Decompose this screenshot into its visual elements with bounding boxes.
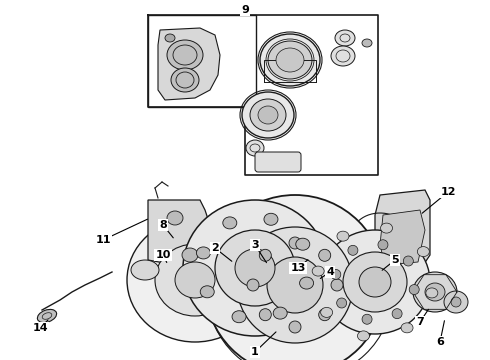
Ellipse shape bbox=[337, 231, 349, 241]
Bar bbox=[148, 15, 256, 107]
Ellipse shape bbox=[232, 311, 246, 323]
Ellipse shape bbox=[318, 309, 331, 321]
Text: 13: 13 bbox=[290, 263, 306, 273]
Ellipse shape bbox=[171, 68, 199, 92]
Polygon shape bbox=[375, 190, 430, 275]
Ellipse shape bbox=[289, 321, 301, 333]
Ellipse shape bbox=[235, 249, 275, 287]
Ellipse shape bbox=[246, 140, 264, 156]
Ellipse shape bbox=[250, 99, 286, 131]
Ellipse shape bbox=[215, 230, 295, 306]
Text: 12: 12 bbox=[440, 187, 456, 197]
Ellipse shape bbox=[167, 40, 203, 70]
Polygon shape bbox=[380, 210, 425, 265]
Ellipse shape bbox=[359, 267, 391, 297]
Ellipse shape bbox=[289, 237, 301, 249]
Ellipse shape bbox=[343, 252, 407, 312]
Ellipse shape bbox=[401, 323, 413, 333]
Ellipse shape bbox=[155, 244, 235, 316]
Text: 10: 10 bbox=[155, 250, 171, 260]
Ellipse shape bbox=[242, 92, 294, 138]
Ellipse shape bbox=[426, 288, 438, 298]
Text: 11: 11 bbox=[95, 235, 111, 245]
Ellipse shape bbox=[331, 269, 341, 279]
Ellipse shape bbox=[331, 46, 355, 66]
Ellipse shape bbox=[247, 279, 259, 291]
Ellipse shape bbox=[413, 272, 457, 312]
Text: 2: 2 bbox=[211, 243, 219, 253]
Ellipse shape bbox=[348, 245, 358, 255]
Ellipse shape bbox=[312, 266, 324, 276]
Ellipse shape bbox=[409, 284, 419, 294]
Ellipse shape bbox=[358, 331, 369, 341]
Ellipse shape bbox=[299, 277, 314, 289]
Polygon shape bbox=[158, 28, 220, 100]
Ellipse shape bbox=[259, 249, 271, 261]
Ellipse shape bbox=[205, 195, 385, 360]
Ellipse shape bbox=[403, 256, 414, 266]
Ellipse shape bbox=[362, 39, 372, 47]
Ellipse shape bbox=[37, 309, 57, 323]
Text: 5: 5 bbox=[391, 255, 399, 265]
Ellipse shape bbox=[276, 48, 304, 72]
Ellipse shape bbox=[196, 247, 210, 259]
Ellipse shape bbox=[381, 223, 392, 233]
Ellipse shape bbox=[183, 200, 327, 336]
Bar bbox=[264, 60, 316, 82]
Ellipse shape bbox=[131, 260, 159, 280]
Text: 4: 4 bbox=[326, 267, 334, 277]
Text: 9: 9 bbox=[241, 5, 249, 15]
Ellipse shape bbox=[223, 217, 237, 229]
Ellipse shape bbox=[392, 309, 402, 319]
Text: 1: 1 bbox=[251, 347, 259, 357]
Ellipse shape bbox=[331, 279, 343, 291]
Ellipse shape bbox=[167, 211, 183, 225]
Ellipse shape bbox=[127, 218, 263, 342]
Ellipse shape bbox=[182, 248, 198, 262]
Ellipse shape bbox=[362, 314, 372, 324]
Text: 3: 3 bbox=[251, 240, 259, 250]
Ellipse shape bbox=[237, 227, 353, 343]
Ellipse shape bbox=[175, 262, 215, 298]
Ellipse shape bbox=[260, 34, 320, 86]
Ellipse shape bbox=[444, 291, 468, 313]
Ellipse shape bbox=[268, 41, 312, 79]
Ellipse shape bbox=[320, 307, 333, 318]
Ellipse shape bbox=[259, 309, 271, 321]
Ellipse shape bbox=[165, 34, 175, 42]
Ellipse shape bbox=[296, 238, 310, 250]
Polygon shape bbox=[148, 200, 210, 278]
Ellipse shape bbox=[378, 240, 388, 250]
Ellipse shape bbox=[425, 283, 445, 301]
Ellipse shape bbox=[318, 249, 331, 261]
Ellipse shape bbox=[320, 230, 430, 334]
Ellipse shape bbox=[264, 213, 278, 225]
Ellipse shape bbox=[258, 106, 278, 124]
Ellipse shape bbox=[267, 257, 323, 313]
Text: 7: 7 bbox=[416, 317, 424, 327]
Ellipse shape bbox=[200, 286, 214, 298]
Text: 14: 14 bbox=[32, 323, 48, 333]
Ellipse shape bbox=[451, 297, 461, 307]
Ellipse shape bbox=[273, 307, 287, 319]
Bar bbox=[298, 247, 316, 257]
Text: 6: 6 bbox=[436, 337, 444, 347]
Ellipse shape bbox=[335, 30, 355, 46]
Text: 8: 8 bbox=[159, 220, 167, 230]
Ellipse shape bbox=[417, 247, 429, 257]
Ellipse shape bbox=[337, 298, 346, 308]
FancyBboxPatch shape bbox=[255, 152, 301, 172]
